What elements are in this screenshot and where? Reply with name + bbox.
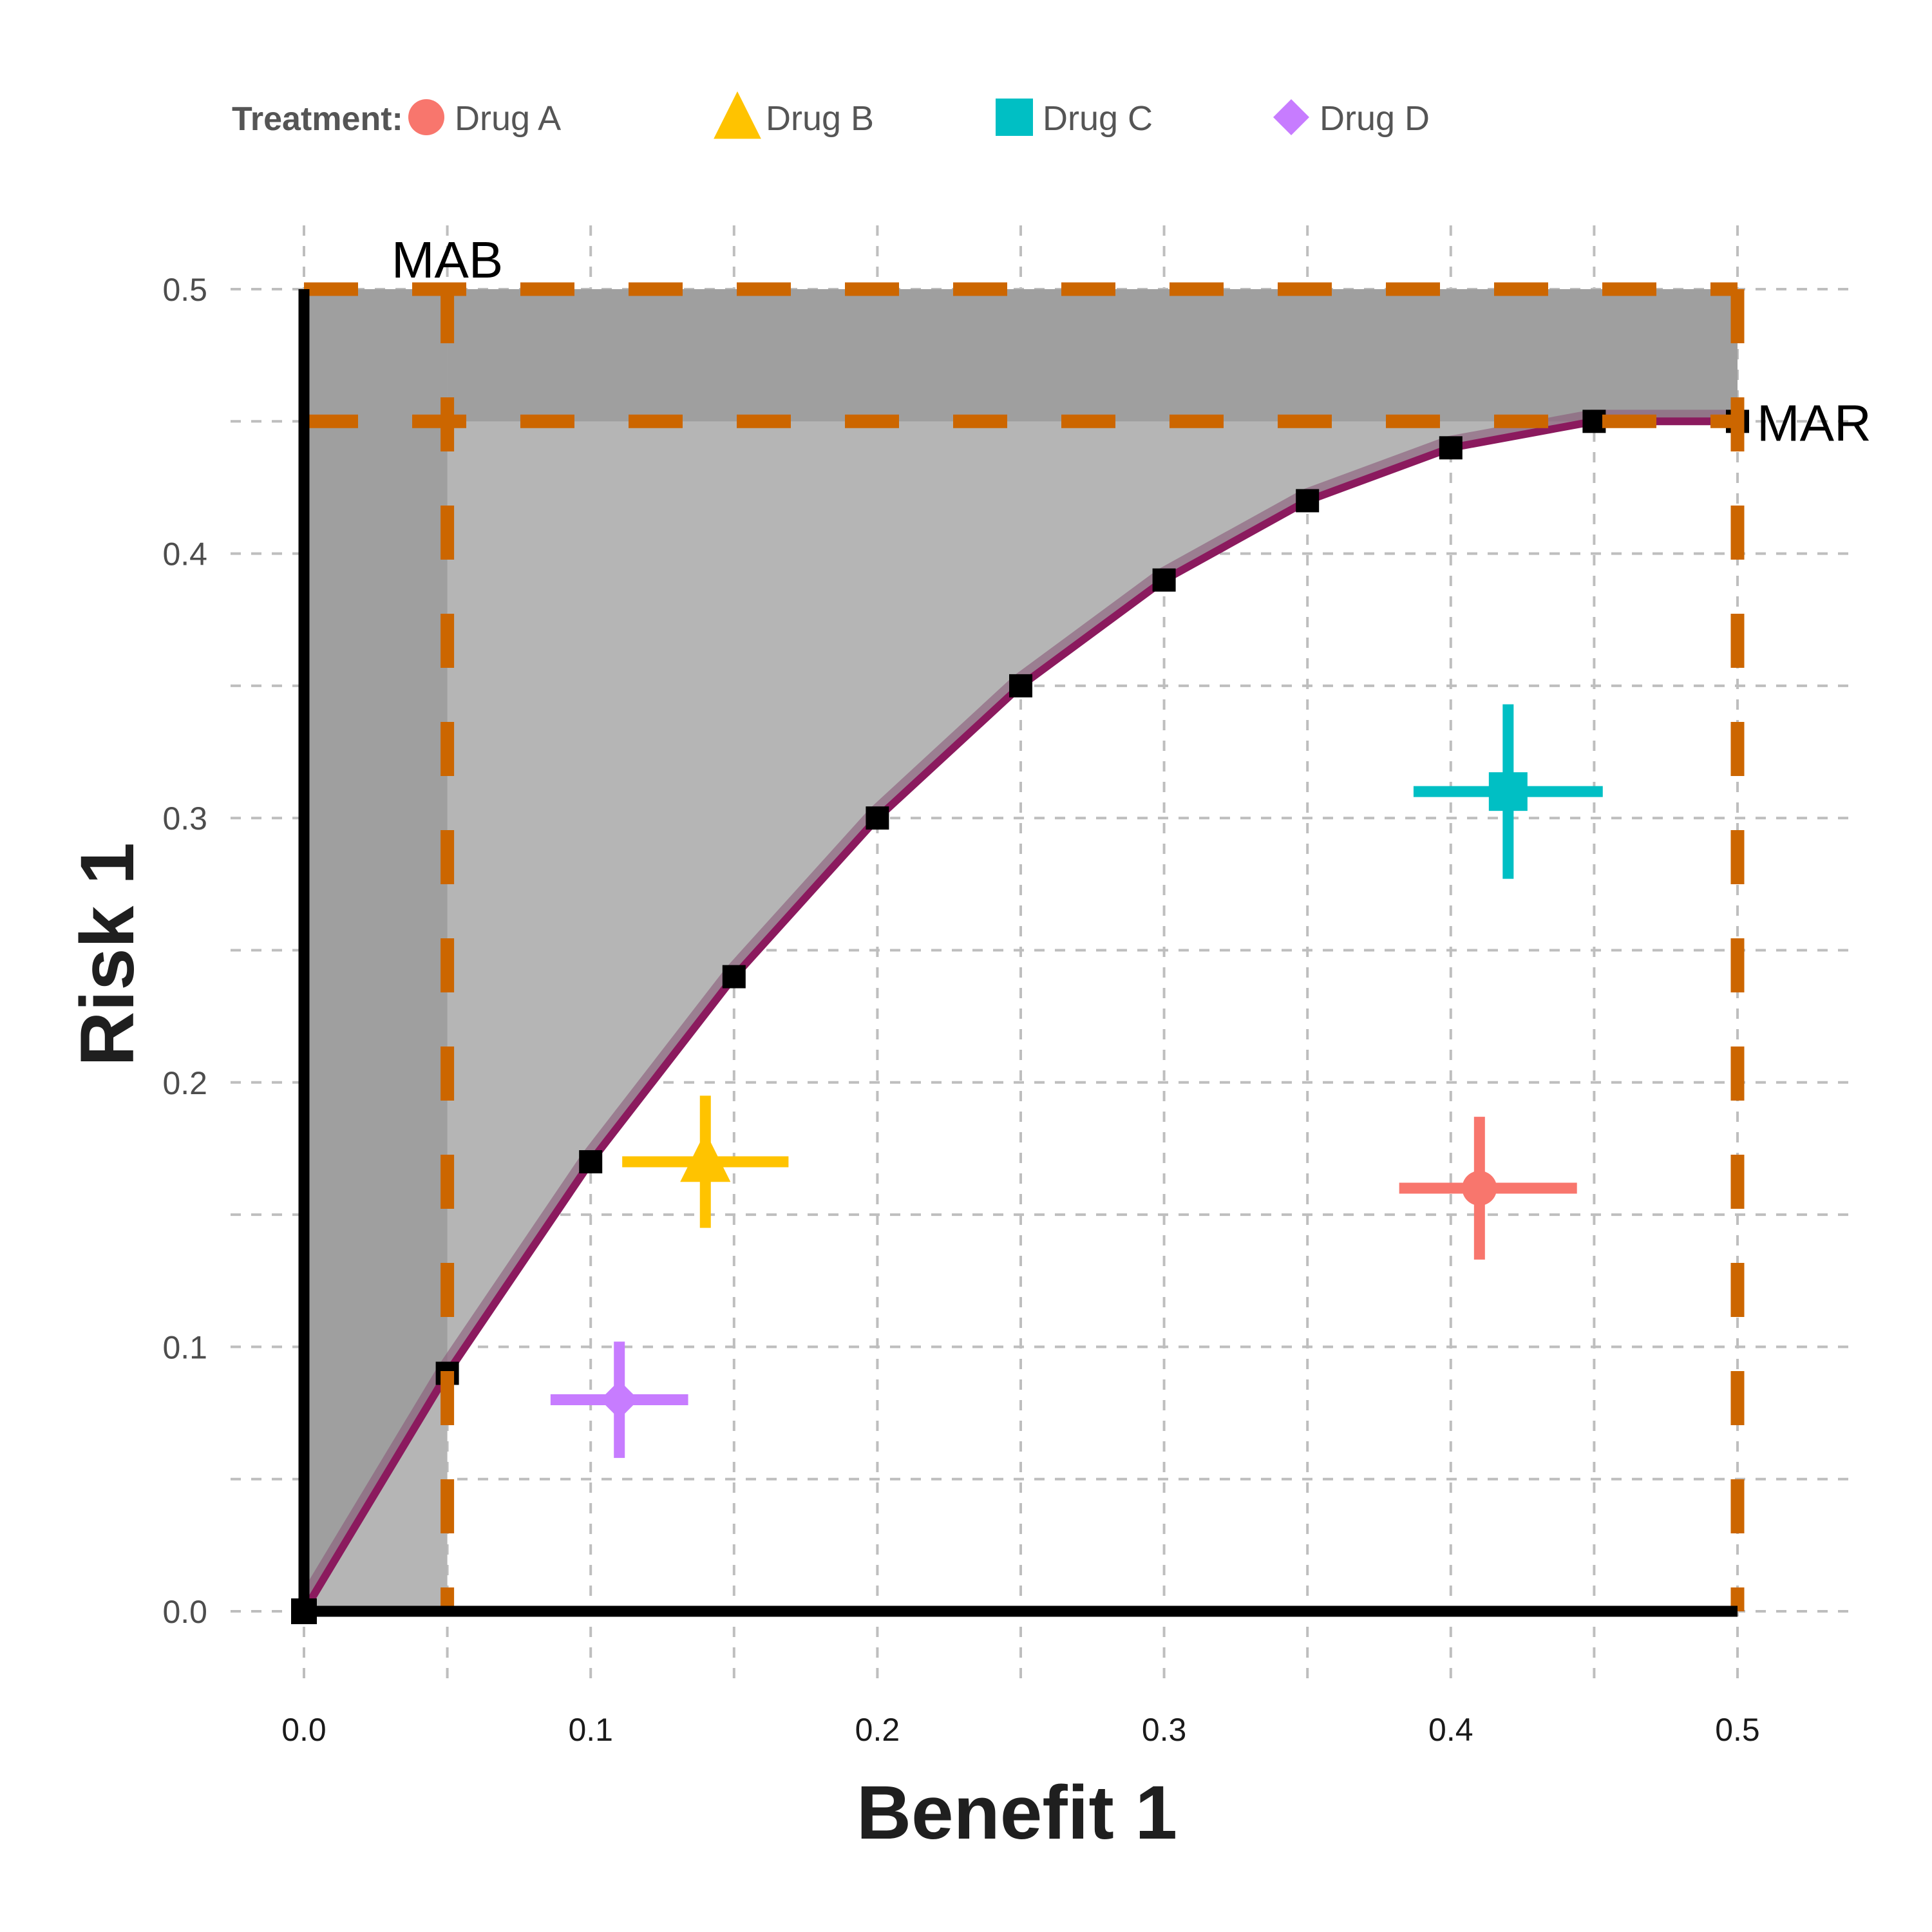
square-marker — [1488, 772, 1528, 811]
frontier-point — [866, 806, 889, 830]
legend-square-icon — [996, 99, 1033, 136]
y-tick-label: 0.0 — [162, 1594, 207, 1630]
legend-diamond-icon — [1273, 99, 1309, 135]
mar-label: MAR — [1757, 394, 1871, 451]
x-tick-label: 0.5 — [1715, 1712, 1760, 1748]
frontier-point — [1296, 489, 1320, 513]
legend-triangle-icon — [714, 91, 761, 139]
threshold-lines — [304, 282, 1745, 1611]
frontier-point — [1439, 436, 1463, 460]
frontier-point — [1582, 410, 1606, 433]
x-axis-title: Benefit 1 — [857, 1770, 1177, 1855]
legend-item-drug-b: Drug B — [714, 91, 874, 139]
mar-band — [447, 289, 1738, 422]
legend-label: Drug C — [1043, 99, 1153, 138]
x-tick-label: 0.1 — [568, 1712, 613, 1748]
threshold-bands — [304, 289, 1738, 1611]
point-drug-a — [1399, 1117, 1577, 1260]
legend: Treatment: Drug A Drug B Drug C Drug D — [232, 91, 1430, 139]
data-points — [550, 704, 1603, 1458]
frontier — [291, 410, 1749, 1624]
frontier-point — [1152, 568, 1176, 592]
frontier-point — [1009, 674, 1032, 697]
triangle-marker — [680, 1132, 731, 1182]
y-tick-label: 0.5 — [162, 272, 207, 308]
circle-marker — [1462, 1171, 1497, 1206]
legend-circle-icon — [408, 99, 444, 135]
axes — [298, 289, 1738, 1617]
legend-item-drug-d: Drug D — [1273, 99, 1430, 138]
x-tick-label: 0.3 — [1142, 1712, 1187, 1748]
mab-label: MAB — [392, 231, 503, 289]
point-drug-b — [622, 1095, 789, 1228]
point-drug-c — [1413, 704, 1603, 879]
x-tick-label: 0.2 — [855, 1712, 900, 1748]
point-drug-d — [550, 1341, 688, 1458]
legend-title: Treatment: — [232, 100, 403, 138]
x-tick-label: 0.4 — [1428, 1712, 1473, 1748]
y-tick-label: 0.2 — [162, 1065, 207, 1101]
legend-item-drug-c: Drug C — [996, 99, 1153, 138]
tick-labels: 0.0 0.1 0.2 0.3 0.4 0.5 0.0 0.1 0.2 0.3 0.4 0.5 — [162, 272, 1759, 1748]
frontier-point — [579, 1150, 603, 1173]
y-tick-label: 0.4 — [162, 536, 207, 573]
y-tick-label: 0.1 — [162, 1329, 207, 1365]
frontier-point — [722, 965, 746, 989]
legend-label: Drug B — [766, 99, 874, 138]
y-tick-label: 0.3 — [162, 800, 207, 837]
legend-label: Drug A — [455, 99, 561, 138]
legend-item-drug-a: Drug A — [408, 99, 561, 138]
diamond-marker — [600, 1380, 639, 1419]
legend-label: Drug D — [1320, 99, 1430, 138]
x-tick-label: 0.0 — [281, 1712, 327, 1748]
unacceptable-region — [304, 289, 1738, 1611]
y-axis-title: Risk 1 — [65, 842, 150, 1066]
